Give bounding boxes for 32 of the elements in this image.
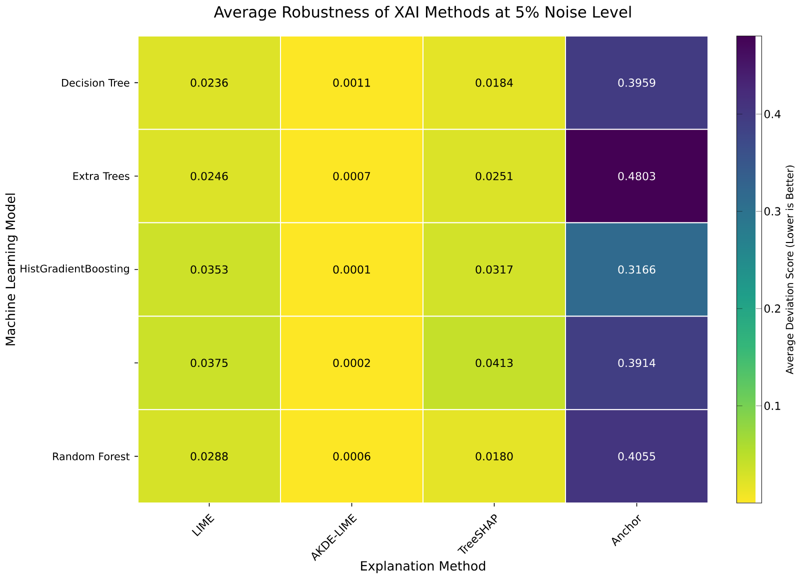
data-label: 0.0317 xyxy=(476,265,513,274)
data-label: 0.0353 xyxy=(190,265,228,274)
y-tick-label: Extra Trees xyxy=(73,172,130,180)
data-label: 0.0184 xyxy=(476,78,513,87)
color-bar-label: 0.2 xyxy=(764,304,780,313)
y-tick-label: Random Forest xyxy=(53,452,130,460)
y-tick-label: HistGradientBoosting xyxy=(20,264,129,274)
data-label: 0.0413 xyxy=(476,358,513,368)
data-label: 0.0006 xyxy=(333,452,370,460)
data-label: 0.4803 xyxy=(618,172,656,180)
data-label: 0.0251 xyxy=(476,172,512,180)
data-label: 0.4055 xyxy=(618,452,656,460)
data-label: 0.0246 xyxy=(190,172,228,180)
data-label: 0.0002 xyxy=(333,358,370,368)
data-label: 0.3959 xyxy=(618,78,656,87)
data-label: 0.0375 xyxy=(190,358,228,368)
data-label: 0.0001 xyxy=(333,265,370,274)
data-label: 0.3914 xyxy=(618,358,656,368)
data-label: 0.0007 xyxy=(333,172,370,180)
data-label: 0.0180 xyxy=(476,452,513,460)
chart-title: Average Robustness of XAI Methods at 5% Noise Level xyxy=(214,6,631,21)
x-axis-title: Explanation Method xyxy=(361,560,486,574)
color-bar-label: 0.3 xyxy=(764,207,780,216)
data-label: 0.0288 xyxy=(190,452,228,460)
y-axis-title: Machine Learning Model xyxy=(5,194,18,346)
color-bar-label: 0.1 xyxy=(764,402,780,410)
data-label: 0.0236 xyxy=(190,78,228,87)
data-label: 0.0011 xyxy=(333,78,370,87)
color-bar-title: Average Deviation Score (Lower is Better) xyxy=(786,166,796,374)
y-tick-label: Decision Tree xyxy=(62,78,130,87)
data-label: 0.3166 xyxy=(618,265,656,274)
color-bar-label: 0.4 xyxy=(764,110,781,118)
